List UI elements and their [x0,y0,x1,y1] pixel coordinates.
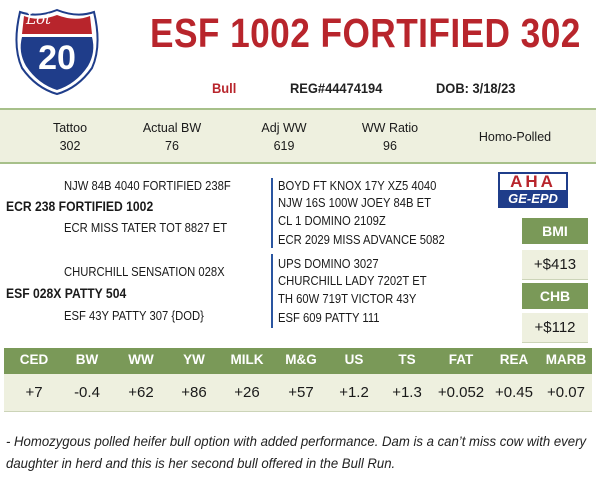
stat-actual-bw: Actual BW 76 [132,119,212,155]
chb-value: +$112 [522,313,588,343]
stat-label: Adj WW [261,121,307,135]
epd-label: US [344,352,364,367]
stat-value: 76 [165,139,179,153]
stat-value: 302 [59,139,81,153]
sale-note: - Homozygous polled heifer bull option w… [6,433,587,471]
logo-top-text: AHA [510,172,556,191]
stat-value: 619 [273,139,295,153]
pedigree-dam-dam: ESF 43Y PATTY 307 {DOD} [64,309,204,323]
epd-label: CED [19,352,49,367]
pedigree-sire-dam-sire: CL 1 DOMINO 2109Z [278,214,386,228]
aha-ge-epd-logo: AHA GE-EPD [498,172,568,208]
registration-number: REG#44474194 [290,80,383,96]
epd-label: WW [128,352,154,367]
stat-adj-ww: Adj WW 619 [244,119,324,155]
pedigree-bracket [271,178,273,248]
pedigree-bracket [271,254,273,328]
epd-value: +26 [234,384,260,401]
epd-label: TS [398,352,416,367]
stat-value: 96 [383,139,397,153]
epd-label: MARB [545,352,587,367]
pedigree-sire: ECR 238 FORTIFIED 1002 [6,199,154,214]
epd-label: BW [75,352,99,367]
sex: Bull [212,80,237,96]
stat-homo-polled: Homo-Polled [460,128,570,146]
pedigree-dam: ESF 028X PATTY 504 [6,286,127,301]
epd-value: +62 [128,384,154,401]
logo-bottom-text: GE-EPD [508,191,558,206]
epd-value: +1.2 [339,384,369,401]
lot-label: Lot [26,10,52,28]
epd-label: REA [499,352,529,367]
epd-value: +7 [25,384,43,401]
epd-value: +0.07 [547,384,585,401]
epd-value: +86 [181,384,207,401]
pedigree-sire-dam-dam: ECR 2029 MISS ADVANCE 5082 [278,233,445,247]
pedigree-dam-sire: CHURCHILL SENSATION 028X [64,265,225,279]
epd-label: YW [183,352,205,367]
epd-value: +0.45 [495,384,533,401]
pedigree-sire-sire-dam: NJW 16S 100W JOEY 84B ET [278,196,431,210]
pedigree-sire-sire: NJW 84B 4040 FORTIFIED 238F [64,179,231,193]
epd-value: +0.052 [437,384,485,401]
lot-shield: Lot 20 [12,6,102,96]
lot-number: 20 [38,39,76,77]
animal-name: ESF 1002 FORTIFIED 302 [150,10,581,56]
stat-label: Tattoo [52,121,88,135]
epd-value: +1.3 [392,384,422,401]
pedigree-dam-dam-sire: TH 60W 719T VICTOR 43Y [278,292,417,306]
epd-value: -0.4 [74,384,100,401]
epd-header-row: CED BW WW YW MILK M&G US TS FAT REA MARB [4,348,592,374]
stats-band: Tattoo 302 Actual BW 76 Adj WW 619 WW Ra… [0,108,596,164]
epd-value-row: +7 -0.4 +62 +86 +26 +57 +1.2 +1.3 +0.052… [4,374,592,412]
pedigree-sire-dam: ECR MISS TATER TOT 8827 ET [64,221,228,235]
epd-label: MILK [230,352,264,367]
pedigree-sire-sire-sire: BOYD FT KNOX 17Y XZ5 4040 [278,179,437,193]
bmi-value: +$413 [522,250,588,280]
epd-value: +57 [288,384,314,401]
stat-ww-ratio: WW Ratio 96 [350,119,430,155]
stat-label: Homo-Polled [478,130,552,144]
chb-label: CHB [522,283,588,309]
pedigree-dam-sire-dam: CHURCHILL LADY 7202T ET [278,274,427,288]
stat-tattoo: Tattoo 302 [30,119,110,155]
bmi-label: BMI [522,218,588,244]
pedigree-dam-dam-dam: ESF 609 PATTY 111 [278,311,380,325]
epd-label: M&G [285,352,317,367]
stat-label: Actual BW [142,121,202,135]
interstate-shield-icon [15,8,99,96]
epd-label: FAT [448,352,474,367]
date-of-birth: DOB: 3/18/23 [436,80,516,96]
pedigree-dam-sire-sire: UPS DOMINO 3027 [278,257,379,271]
stat-label: WW Ratio [361,121,419,135]
